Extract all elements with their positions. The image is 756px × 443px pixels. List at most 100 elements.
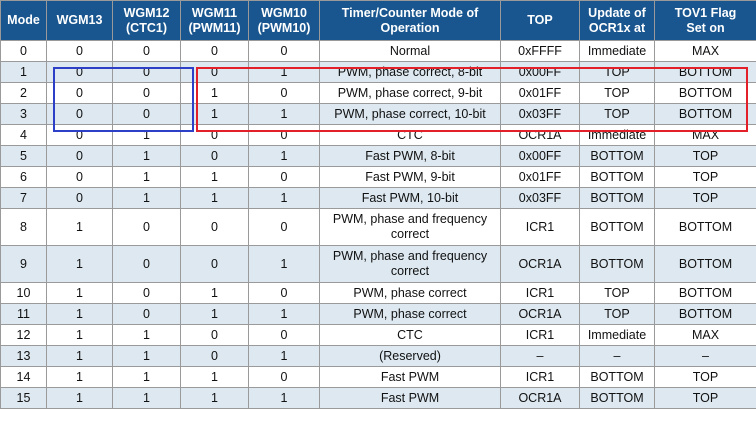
- cell-tov1-flag: TOP: [654, 166, 756, 188]
- cell-operation: PWM, phase correct, 8-bit: [319, 61, 501, 83]
- header-tov1-flag: TOV1 Flag Set on: [654, 0, 756, 41]
- cell-wgm10: 0: [248, 282, 320, 304]
- table-row: 12 1 1 0 0 CTC ICR1 Immediate MAX: [0, 324, 756, 346]
- cell-wgm10: 1: [248, 245, 320, 283]
- cell-wgm12: 0: [112, 303, 181, 325]
- cell-wgm13: 0: [46, 103, 113, 125]
- cell-mode: 3: [0, 103, 47, 125]
- cell-mode: 14: [0, 366, 47, 388]
- cell-update-ocr1x: TOP: [579, 61, 655, 83]
- cell-wgm11: 0: [180, 245, 249, 283]
- cell-wgm13: 0: [46, 166, 113, 188]
- header-mode-of-operation: Timer/Counter Mode of Operation: [319, 0, 501, 41]
- cell-wgm11: 0: [180, 40, 249, 62]
- cell-wgm10: 0: [248, 124, 320, 146]
- cell-wgm10: 1: [248, 387, 320, 409]
- cell-wgm10: 1: [248, 103, 320, 125]
- cell-wgm13: 0: [46, 61, 113, 83]
- cell-operation: CTC: [319, 124, 501, 146]
- cell-wgm11: 0: [180, 324, 249, 346]
- table-row: 6 0 1 1 0 Fast PWM, 9-bit 0x01FF BOTTOM TOP: [0, 166, 756, 188]
- cell-mode: 4: [0, 124, 47, 146]
- cell-tov1-flag: BOTTOM: [654, 61, 756, 83]
- table-row: 9 1 0 0 1 PWM, phase and frequency correct OCR…: [0, 245, 756, 283]
- table-row: 3 0 0 1 1 PWM, phase correct, 10-bit 0x03FF TOP…: [0, 103, 756, 125]
- cell-mode: 10: [0, 282, 47, 304]
- cell-wgm12: 1: [112, 124, 181, 146]
- cell-operation: (Reserved): [319, 345, 501, 367]
- cell-update-ocr1x: BOTTOM: [579, 187, 655, 209]
- cell-wgm10: 1: [248, 187, 320, 209]
- table-row: 8 1 0 0 0 PWM, phase and frequency correct ICR…: [0, 208, 756, 246]
- cell-update-ocr1x: BOTTOM: [579, 245, 655, 283]
- cell-update-ocr1x: BOTTOM: [579, 387, 655, 409]
- cell-wgm11: 1: [180, 103, 249, 125]
- cell-tov1-flag: BOTTOM: [654, 82, 756, 104]
- cell-mode: 13: [0, 345, 47, 367]
- cell-wgm11: 0: [180, 345, 249, 367]
- cell-wgm12: 1: [112, 187, 181, 209]
- header-top: TOP: [500, 0, 580, 41]
- table-row: 7 0 1 1 1 Fast PWM, 10-bit 0x03FF BOTTOM TOP: [0, 187, 756, 209]
- cell-mode: 9: [0, 245, 47, 283]
- cell-wgm10: 1: [248, 145, 320, 167]
- table-row: 11 1 0 1 1 PWM, phase correct OCR1A TOP BOTTOM: [0, 303, 756, 325]
- cell-mode: 11: [0, 303, 47, 325]
- cell-top: ICR1: [500, 366, 580, 388]
- cell-operation: Fast PWM: [319, 387, 501, 409]
- cell-update-ocr1x: BOTTOM: [579, 208, 655, 246]
- cell-update-ocr1x: –: [579, 345, 655, 367]
- cell-top: –: [500, 345, 580, 367]
- cell-top: OCR1A: [500, 387, 580, 409]
- header-wgm10: WGM10 (PWM10): [248, 0, 320, 41]
- cell-mode: 1: [0, 61, 47, 83]
- cell-tov1-flag: TOP: [654, 387, 756, 409]
- cell-wgm12: 0: [112, 208, 181, 246]
- cell-operation: Fast PWM, 10-bit: [319, 187, 501, 209]
- cell-update-ocr1x: TOP: [579, 82, 655, 104]
- cell-tov1-flag: BOTTOM: [654, 282, 756, 304]
- cell-wgm11: 1: [180, 366, 249, 388]
- table-row: 15 1 1 1 1 Fast PWM OCR1A BOTTOM TOP: [0, 387, 756, 409]
- cell-tov1-flag: MAX: [654, 324, 756, 346]
- cell-update-ocr1x: Immediate: [579, 124, 655, 146]
- cell-top: 0xFFFF: [500, 40, 580, 62]
- cell-wgm10: 1: [248, 61, 320, 83]
- cell-tov1-flag: TOP: [654, 187, 756, 209]
- cell-tov1-flag: BOTTOM: [654, 103, 756, 125]
- cell-wgm11: 0: [180, 61, 249, 83]
- cell-mode: 2: [0, 82, 47, 104]
- cell-wgm11: 0: [180, 124, 249, 146]
- cell-wgm13: 0: [46, 82, 113, 104]
- cell-mode: 0: [0, 40, 47, 62]
- cell-top: 0x00FF: [500, 61, 580, 83]
- cell-wgm10: 0: [248, 324, 320, 346]
- table-body: 0 0 0 0 0 Normal 0xFFFF Immediate MAX 1 0 0 0 1 PWM, p…: [0, 40, 756, 409]
- cell-update-ocr1x: BOTTOM: [579, 145, 655, 167]
- cell-wgm13: 1: [46, 387, 113, 409]
- cell-tov1-flag: BOTTOM: [654, 208, 756, 246]
- header-update-ocr1x: Update of OCR1x at: [579, 0, 655, 41]
- cell-wgm12: 0: [112, 103, 181, 125]
- cell-wgm10: 1: [248, 345, 320, 367]
- cell-wgm13: 1: [46, 324, 113, 346]
- cell-wgm10: 0: [248, 82, 320, 104]
- cell-operation: PWM, phase correct: [319, 282, 501, 304]
- table-row: 5 0 1 0 1 Fast PWM, 8-bit 0x00FF BOTTOM TOP: [0, 145, 756, 167]
- cell-wgm10: 0: [248, 166, 320, 188]
- cell-top: 0x01FF: [500, 82, 580, 104]
- cell-operation: Normal: [319, 40, 501, 62]
- cell-tov1-flag: BOTTOM: [654, 245, 756, 283]
- cell-top: ICR1: [500, 282, 580, 304]
- table-row: 13 1 1 0 1 (Reserved) – – –: [0, 345, 756, 367]
- cell-wgm12: 1: [112, 345, 181, 367]
- cell-operation: PWM, phase correct: [319, 303, 501, 325]
- cell-top: 0x01FF: [500, 166, 580, 188]
- cell-wgm11: 1: [180, 282, 249, 304]
- cell-top: ICR1: [500, 208, 580, 246]
- cell-wgm13: 1: [46, 245, 113, 283]
- cell-top: OCR1A: [500, 124, 580, 146]
- cell-tov1-flag: MAX: [654, 124, 756, 146]
- cell-wgm13: 0: [46, 187, 113, 209]
- cell-mode: 7: [0, 187, 47, 209]
